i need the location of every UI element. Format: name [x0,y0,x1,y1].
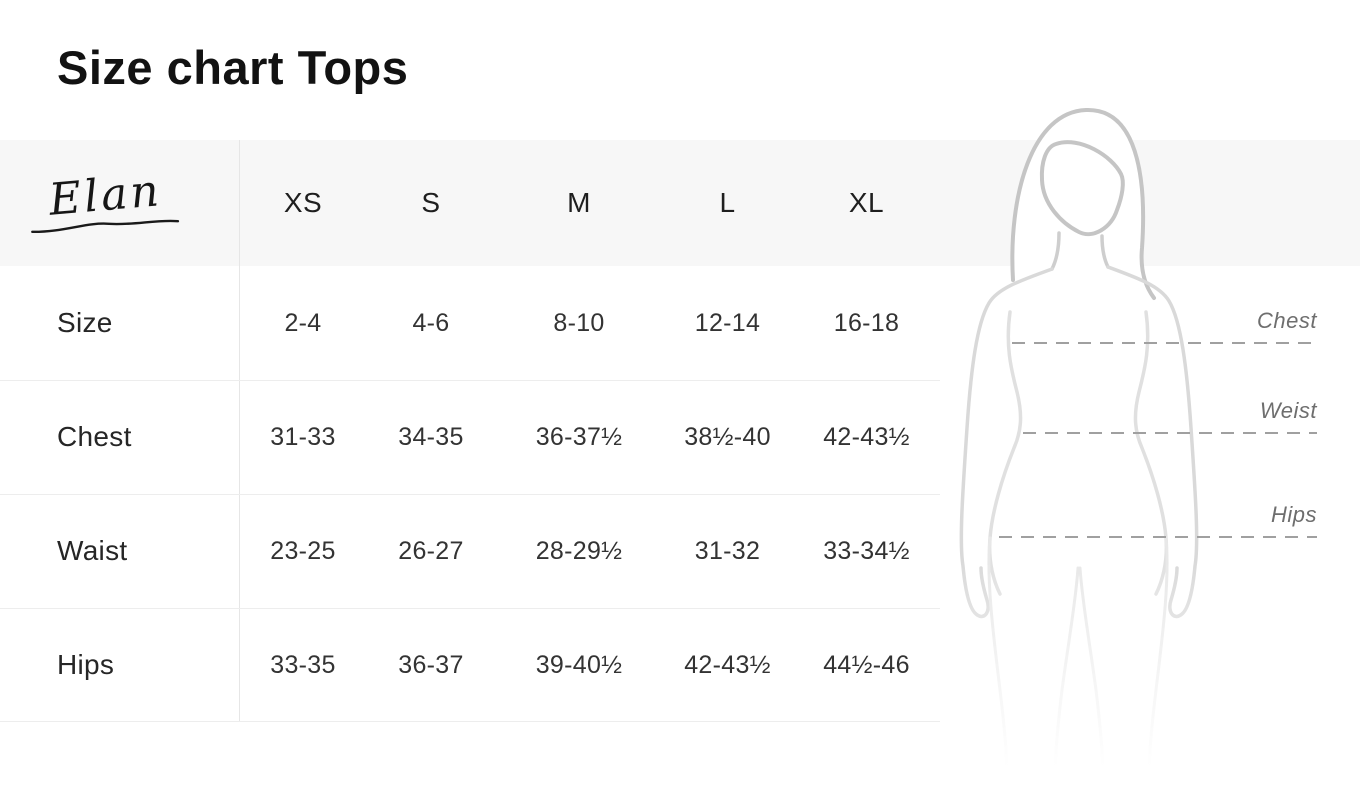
value-cell: 26-27 [398,536,464,565]
row-label-size: Size [57,307,113,338]
value-cell: 36-37½ [535,422,623,451]
value-cell: 2-4 [284,308,322,337]
row-divider [0,380,940,381]
value-cell: 38½-40 [684,422,771,451]
value-cell: 33-35 [270,650,336,679]
value-cell: 42-43½ [684,650,771,679]
value-cell: 33-34½ [823,536,910,565]
hips-measure-label: Hips [1270,502,1317,527]
value-cell: 31-32 [694,536,761,565]
waist-measure-label: Weist [1259,398,1317,423]
row-divider [0,494,940,495]
col-header-l: L [719,187,736,218]
value-cell: 16-18 [833,308,900,337]
row-label-waist: Waist [57,535,128,566]
row-label-hips: Hips [57,649,115,680]
value-cell: 42-43½ [823,422,910,451]
value-cell: 23-25 [270,536,336,565]
woman-silhouette-illustration [940,107,1360,804]
value-cell: 31-33 [270,422,336,451]
col-header-xs: XS [283,187,323,218]
value-cell: 28-29½ [535,536,623,565]
value-cell: 8-10 [553,308,605,337]
col-header-s: S [421,187,441,218]
col-header-m: M [567,187,591,218]
value-cell: 34-35 [398,422,464,451]
table-vertical-divider [239,140,240,721]
row-label-chest: Chest [57,421,132,452]
col-header-xl: XL [848,187,885,218]
chest-measure-label: Chest [1257,308,1317,333]
value-cell: 4-6 [412,308,450,337]
table-bottom-border [0,721,940,722]
value-cell: 36-37 [398,650,464,679]
size-table: Elan XS S M L XL Size 2-4 4-6 8-10 12-14… [0,140,940,722]
signature-underline-icon [31,219,180,234]
row-divider [0,608,940,609]
value-cell: 12-14 [694,308,761,337]
brand-logo: Elan [0,140,240,266]
value-cell: 44½-46 [823,650,910,679]
value-cell: 39-40½ [535,650,623,679]
page-title: Size chart Tops [57,41,409,94]
